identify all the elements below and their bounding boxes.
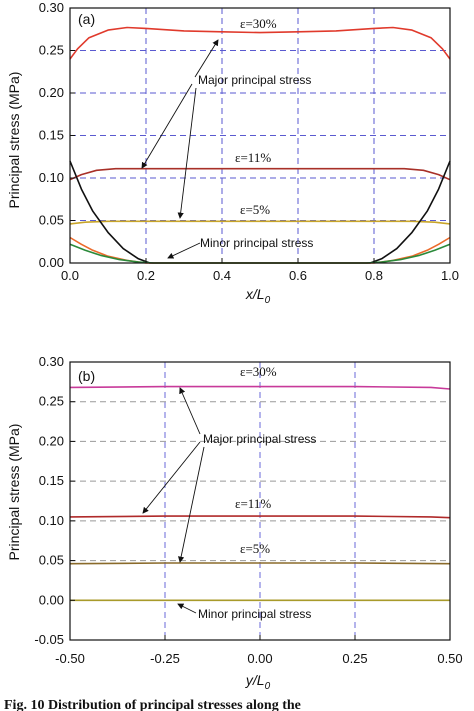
ticks-b: -0.50 -0.25 0.00 0.25 0.50 -0.05 0.00 0.05 0.10 0… <box>34 354 462 666</box>
series-line-a-1 <box>69 167 451 181</box>
y-axis-label-b: Principal stress (MPa) <box>6 424 22 561</box>
eps5-label-b: ε=5% <box>240 541 270 556</box>
arrow-major-b3 <box>178 446 205 563</box>
x-axis-label-b: y/L0 <box>245 672 271 692</box>
minor-stress-label-a: Minor principal stress <box>200 236 313 250</box>
x-tick-label-b-4: 0.50 <box>437 651 462 666</box>
y-tick-label-b-5: 0.20 <box>39 433 64 448</box>
eps11-label-a: ε=11% <box>235 150 271 165</box>
arrow-minor-a <box>167 242 201 259</box>
x-tick-label-b-3: 0.25 <box>342 651 367 666</box>
y-tick-label-b-1: 0.00 <box>39 592 64 607</box>
minor-stress-label-b: Minor principal stress <box>198 607 311 621</box>
arrow-minor-b <box>177 603 197 614</box>
series-line-a-2 <box>69 220 451 225</box>
y-tick-label-a-0: 0.00 <box>39 255 64 270</box>
x-tick-label-a-3: 0.6 <box>289 268 307 283</box>
series-line-a-0 <box>69 26 451 60</box>
y-tick-label-b-2: 0.05 <box>39 553 64 568</box>
eps30-label-a: ε=30% <box>240 16 277 31</box>
y-tick-label-b-6: 0.25 <box>39 394 64 409</box>
y-tick-label-a-5: 0.25 <box>39 43 64 58</box>
eps11-label-b: ε=11% <box>235 496 271 511</box>
x-tick-label-a-2: 0.4 <box>213 268 231 283</box>
y-tick-label-b-3: 0.10 <box>39 513 64 528</box>
x-tick-label-a-0: 0.0 <box>61 268 79 283</box>
eps5-label-a: ε=5% <box>240 202 270 217</box>
series-line-b-2 <box>69 562 451 565</box>
series-line-b-1 <box>69 515 451 519</box>
x-axis-label-a: x/L0 <box>245 286 271 306</box>
major-stress-label-b: Major principal stress <box>203 432 316 446</box>
arrow-major-b2 <box>142 441 201 514</box>
y-tick-label-a-3: 0.15 <box>39 128 64 143</box>
ticks-a: 0.0 0.2 0.4 0.6 0.8 1.0 0.00 0.05 0.10 0.15 0.20 0.… <box>39 0 459 283</box>
y-tick-label-b-7: 0.30 <box>39 354 64 369</box>
panel-a: 0.0 0.2 0.4 0.6 0.8 1.0 0.00 0.05 0.10 0.15 0.20 0.… <box>6 0 459 306</box>
x-tick-label-b-1: -0.25 <box>150 651 180 666</box>
arrow-major-a3 <box>177 87 197 219</box>
x-tick-label-b-0: -0.50 <box>55 651 85 666</box>
figure-caption: Fig. 10 Distribution of principal stress… <box>4 698 301 711</box>
eps30-label-b: ε=30% <box>240 364 277 379</box>
arrow-major-b1 <box>179 387 201 435</box>
y-tick-label-a-1: 0.05 <box>39 213 64 228</box>
panel-label-a: (a) <box>78 11 95 27</box>
y-tick-label-a-2: 0.10 <box>39 170 64 185</box>
grid-a <box>70 8 450 263</box>
major-stress-label-a: Major principal stress <box>198 73 311 87</box>
x-tick-label-a-4: 0.8 <box>365 268 383 283</box>
y-tick-label-b-4: 0.15 <box>39 473 64 488</box>
series-line-b-0 <box>69 385 451 390</box>
arrow-major-a1 <box>194 39 219 78</box>
series-a <box>69 26 451 264</box>
panel-label-b: (b) <box>78 368 95 384</box>
x-tick-label-b-2: 0.00 <box>247 651 272 666</box>
panel-b: -0.50 -0.25 0.00 0.25 0.50 -0.05 0.00 0.05 0.10 0… <box>6 354 463 692</box>
series-b <box>69 385 451 602</box>
x-tick-label-a-1: 0.2 <box>137 268 155 283</box>
y-tick-label-a-6: 0.30 <box>39 0 64 15</box>
y-axis-label-a: Principal stress (MPa) <box>6 72 22 209</box>
x-tick-label-a-5: 1.0 <box>441 268 459 283</box>
arrow-major-a2 <box>141 83 193 169</box>
y-tick-label-b-0: -0.05 <box>34 632 64 647</box>
y-tick-label-a-4: 0.20 <box>39 85 64 100</box>
